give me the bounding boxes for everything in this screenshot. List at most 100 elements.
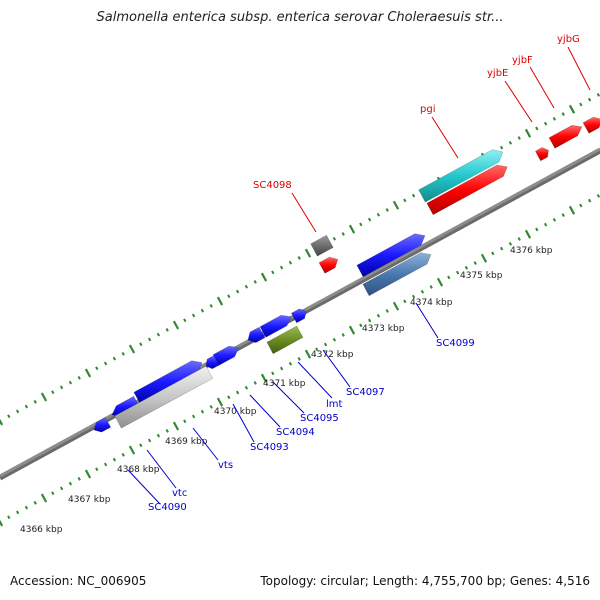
tick-mark	[51, 390, 55, 395]
tick-mark	[227, 395, 231, 400]
top-gene-label: yjbG	[557, 34, 580, 45]
tick-mark	[568, 205, 576, 215]
tick-mark	[348, 224, 356, 234]
tick-mark	[535, 227, 539, 232]
tick-mark	[235, 390, 240, 395]
tick-mark	[172, 421, 180, 431]
top-gene-label: SC4098	[253, 180, 292, 191]
tick-mark	[376, 313, 381, 318]
bottom-label-leader	[272, 381, 305, 414]
tick-mark	[288, 260, 293, 265]
tick-mark	[77, 375, 81, 380]
bottom-label-leader	[297, 361, 333, 399]
gene-SC4098-box	[310, 234, 334, 257]
tick-mark	[139, 342, 143, 347]
tick-mark	[68, 380, 73, 385]
kbp-label: 4370 kbp	[214, 407, 257, 417]
tick-mark	[543, 222, 548, 227]
tick-mark	[367, 318, 372, 323]
tick-mark	[209, 304, 213, 308]
tick-mark	[51, 491, 55, 496]
tick-mark	[348, 325, 356, 335]
tick-mark	[323, 342, 328, 347]
top-label-leader	[504, 80, 533, 123]
tick-mark	[411, 294, 416, 299]
bottom-label-leader	[192, 427, 219, 461]
kbp-label: 4372 kbp	[311, 350, 354, 360]
tick-mark	[517, 237, 521, 241]
tick-mark	[95, 366, 99, 371]
top-label-leader	[291, 192, 317, 233]
tick-mark	[121, 351, 125, 356]
tick-mark	[376, 212, 381, 217]
tick-mark	[568, 104, 576, 114]
bottom-gene-label: SC4095	[300, 413, 339, 424]
tick-mark	[172, 320, 180, 330]
tick-mark	[40, 493, 48, 503]
tick-mark	[253, 381, 257, 385]
tick-mark	[95, 467, 99, 472]
lower-tick-row	[0, 193, 600, 527]
tick-mark	[304, 349, 312, 359]
tick-mark	[121, 452, 125, 457]
gene-SC4099	[362, 252, 432, 297]
tick-mark	[473, 261, 477, 265]
bottom-label-leader	[249, 394, 281, 428]
bottom-gene-label: SC4094	[276, 427, 315, 438]
kbp-label: 4367 kbp	[68, 495, 111, 505]
genome-summary-text: Topology: circular; Length: 4,755,700 bp…	[260, 574, 590, 588]
bottom-gene-label: vts	[218, 460, 233, 471]
kbp-label: 4368 kbp	[117, 465, 160, 475]
tick-mark	[367, 217, 372, 222]
top-label-leader	[431, 116, 459, 159]
tick-mark	[15, 510, 20, 515]
tick-mark	[147, 337, 152, 342]
tick-mark	[332, 236, 337, 241]
tick-mark	[464, 265, 469, 270]
gene-SC4098	[318, 256, 339, 274]
gene-layer	[93, 116, 600, 433]
tick-mark	[165, 428, 169, 433]
tick-mark	[77, 476, 81, 481]
tick-mark	[385, 309, 389, 313]
bottom-label-leader	[127, 469, 161, 505]
top-gene-label: yjbE	[487, 68, 508, 79]
tick-mark	[403, 299, 407, 304]
tick-mark	[480, 253, 488, 263]
tick-mark	[139, 443, 143, 448]
tick-mark	[596, 193, 600, 198]
tick-mark	[455, 270, 460, 275]
bottom-gene-label: vtc	[172, 488, 187, 499]
tick-mark	[244, 284, 249, 289]
kbp-label: 4369 kbp	[165, 437, 208, 447]
tick-mark	[260, 373, 268, 383]
gene-blue-a	[247, 326, 266, 343]
tick-mark	[596, 92, 600, 97]
tick-mark	[359, 222, 363, 227]
gene-blue-f	[133, 360, 203, 405]
tick-mark	[191, 414, 196, 419]
tick-mark	[112, 356, 117, 361]
tick-mark	[112, 457, 117, 462]
tick-mark	[297, 357, 301, 361]
top-label-leader	[567, 46, 591, 91]
tick-mark	[315, 347, 319, 352]
tick-mark	[33, 399, 37, 404]
tick-mark	[24, 404, 29, 409]
tick-mark	[165, 327, 169, 332]
gene-pgi	[426, 164, 508, 216]
tick-mark	[253, 280, 257, 284]
tick-mark	[561, 213, 565, 217]
tick-mark	[524, 128, 532, 138]
tick-mark	[403, 198, 407, 203]
tick-mark	[7, 515, 11, 520]
tick-mark	[508, 140, 513, 145]
tick-mark	[271, 371, 275, 376]
tick-mark	[341, 333, 345, 337]
tick-mark	[491, 251, 495, 256]
tick-mark	[209, 405, 213, 409]
tick-mark	[183, 419, 187, 424]
tick-layer	[0, 92, 600, 527]
tick-mark	[156, 332, 161, 337]
gene-blue-upper	[356, 233, 426, 278]
